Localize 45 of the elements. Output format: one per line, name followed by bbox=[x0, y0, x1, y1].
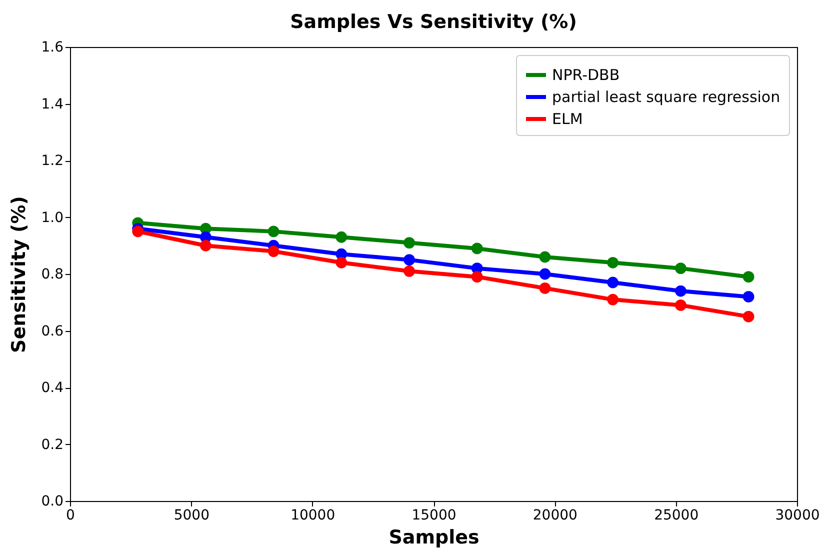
point bbox=[404, 254, 415, 266]
point bbox=[607, 294, 619, 306]
y-axis-title: Sensitivity (%) bbox=[8, 196, 30, 353]
x-tick-label: 25000 bbox=[654, 508, 699, 524]
y-tick-label: 0.0 bbox=[41, 494, 64, 510]
y-tick-label: 1.6 bbox=[41, 40, 64, 56]
point bbox=[336, 256, 348, 268]
chart-title: Samples Vs Sensitivity (%) bbox=[290, 11, 577, 33]
point bbox=[268, 226, 280, 238]
point bbox=[336, 231, 348, 243]
y-tick-label: 1.2 bbox=[41, 153, 64, 169]
x-tick-label: 15000 bbox=[412, 508, 456, 524]
point bbox=[742, 271, 754, 283]
legend-label: partial least square regression bbox=[552, 88, 780, 106]
legend-label: NPR-DBB bbox=[552, 66, 620, 84]
point bbox=[132, 226, 144, 238]
point bbox=[539, 251, 551, 263]
x-tick-label: 30000 bbox=[775, 508, 820, 524]
point bbox=[674, 300, 686, 311]
y-tick-label: 0.4 bbox=[41, 380, 64, 396]
x-tick-label: 10000 bbox=[290, 508, 336, 524]
point bbox=[742, 310, 754, 322]
point bbox=[674, 285, 686, 297]
y-tick-label: 0.8 bbox=[41, 266, 64, 282]
point bbox=[607, 256, 619, 268]
point bbox=[268, 246, 280, 257]
point bbox=[742, 291, 754, 302]
y-tick-label: 0.6 bbox=[41, 323, 64, 340]
point bbox=[539, 282, 551, 294]
y-tick-label: 1.0 bbox=[41, 210, 64, 226]
point bbox=[607, 276, 619, 288]
point bbox=[674, 262, 686, 274]
point bbox=[200, 240, 212, 252]
y-tick-label: 0.2 bbox=[41, 436, 64, 453]
point bbox=[539, 268, 551, 280]
point bbox=[404, 237, 415, 248]
point bbox=[471, 271, 483, 283]
legend-label: ELM bbox=[552, 110, 583, 128]
x-tick-label: 5000 bbox=[174, 508, 210, 524]
point bbox=[404, 265, 415, 277]
point bbox=[471, 242, 483, 254]
x-axis-title: Samples bbox=[388, 526, 480, 548]
x-tick-label: 20000 bbox=[532, 508, 578, 524]
y-tick-label: 1.4 bbox=[41, 96, 64, 112]
x-tick-label: 0 bbox=[66, 508, 75, 524]
